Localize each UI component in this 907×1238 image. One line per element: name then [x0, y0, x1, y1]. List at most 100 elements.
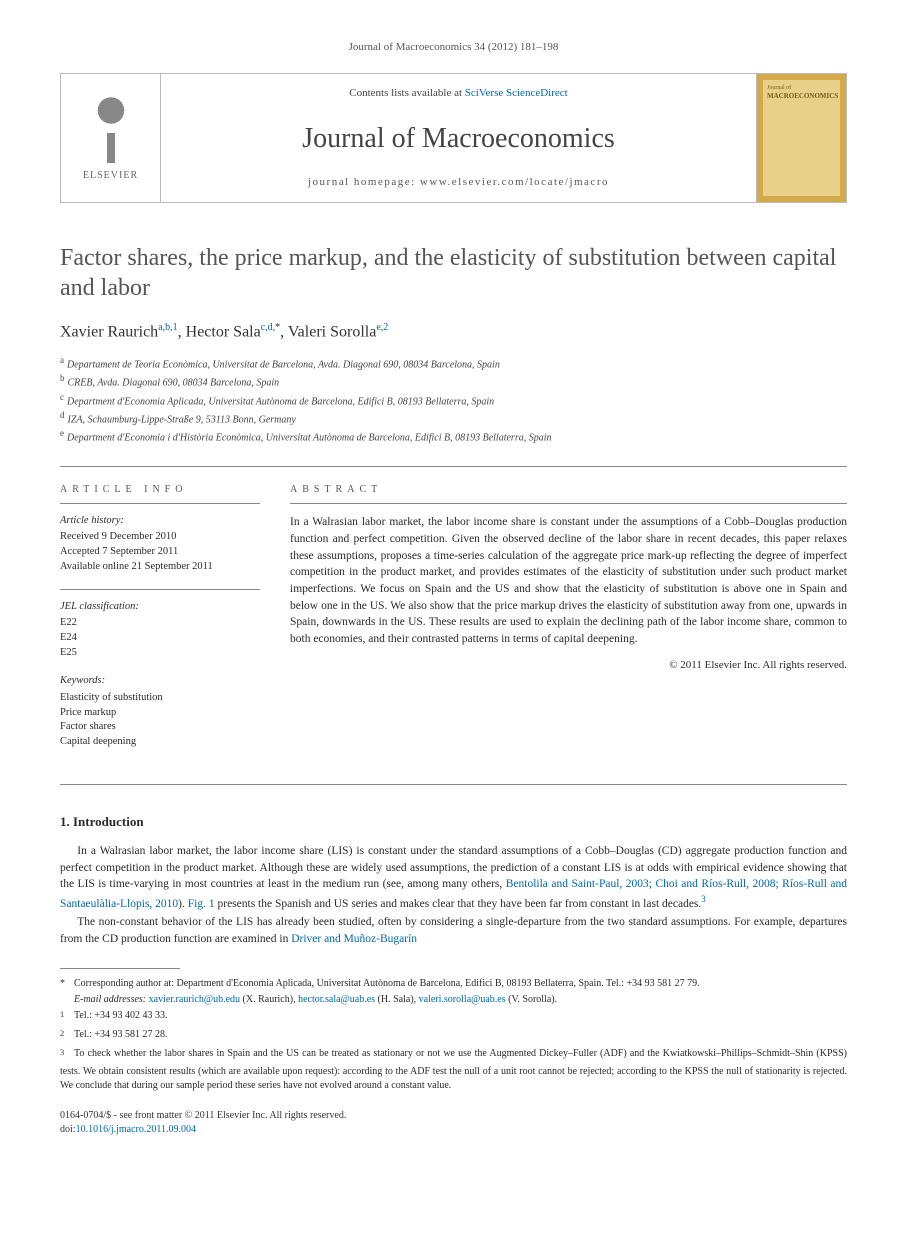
author-3-name: Valeri Sorolla	[288, 324, 376, 341]
fn3-sup: 3	[60, 1048, 64, 1057]
history-line: Received 9 December 2010	[60, 530, 260, 545]
keyword: Price markup	[60, 706, 260, 721]
keywords-label: Keywords:	[60, 674, 260, 689]
intro-paragraph-1: In a Walrasian labor market, the labor i…	[60, 843, 847, 913]
journal-name: Journal of Macroeconomics	[302, 119, 615, 158]
history-line: Available online 21 September 2011	[60, 560, 260, 575]
aff-text: Departament de Teoria Econòmica, Univers…	[67, 359, 500, 370]
fn-marker-3: 3	[60, 1047, 74, 1064]
footnote-ref-3[interactable]: 3	[701, 894, 706, 904]
email-who: (H. Sala),	[378, 994, 417, 1005]
author-2-name: Hector Sala	[186, 324, 261, 341]
affiliation-a: aDepartament de Teoria Econòmica, Univer…	[60, 354, 847, 372]
email-link[interactable]: hector.sala@uab.es	[298, 994, 375, 1005]
footnote-rule	[60, 968, 180, 969]
citation-link[interactable]: Driver and Muñoz-Bugarín	[291, 933, 417, 945]
affiliation-e: eDepartment d'Economia i d'Història Econ…	[60, 427, 847, 445]
author-3-aff[interactable]: e,2	[376, 322, 388, 333]
jel-code: E25	[60, 646, 260, 661]
affiliation-list: aDepartament de Teoria Econòmica, Univer…	[60, 354, 847, 446]
email-link[interactable]: valeri.sorolla@uab.es	[419, 994, 506, 1005]
p1-text-c: presents the Spanish and US series and m…	[215, 898, 702, 910]
fn3-text: To check whether the labor shares in Spa…	[60, 1048, 847, 1090]
footnote-2: 2 Tel.: +34 93 581 27 28.	[60, 1028, 847, 1045]
abstract-heading: ABSTRACT	[290, 483, 847, 505]
author-2-aff[interactable]: c,d,	[261, 322, 275, 333]
journal-masthead: ELSEVIER Contents lists available at Sci…	[60, 73, 847, 203]
aff-sup: d	[60, 410, 65, 420]
abstract-text: In a Walrasian labor market, the labor i…	[290, 514, 847, 647]
aff-text: CREB, Avda. Diagonal 690, 08034 Barcelon…	[68, 378, 280, 389]
keyword: Capital deepening	[60, 735, 260, 750]
author-sep: ,	[280, 324, 288, 341]
fn1-sup: 1	[60, 1010, 64, 1019]
fn1-text: Tel.: +34 93 402 43 33.	[74, 1010, 168, 1021]
footnote-3: 3To check whether the labor shares in Sp…	[60, 1047, 847, 1092]
fn-marker-1: 1	[60, 1009, 74, 1026]
fn-marker-star: *	[60, 977, 74, 991]
author-list: Xavier Rauricha,b,1, Hector Salac,d,*, V…	[60, 321, 847, 344]
fn2-text: Tel.: +34 93 581 27 28.	[74, 1029, 168, 1040]
corr-text: Corresponding author at: Department d'Ec…	[74, 978, 700, 989]
info-divider	[60, 589, 260, 590]
contents-available-line: Contents lists available at SciVerse Sci…	[349, 86, 567, 101]
fn2-sup: 2	[60, 1029, 64, 1038]
journal-homepage-line: journal homepage: www.elsevier.com/locat…	[308, 175, 609, 190]
divider-rule	[60, 784, 847, 785]
publisher-name: ELSEVIER	[83, 169, 138, 183]
jel-label: JEL classification:	[60, 600, 260, 615]
masthead-center: Contents lists available at SciVerse Sci…	[161, 74, 756, 202]
email-label: E-mail addresses:	[74, 994, 146, 1005]
p2-text-a: The non-constant behavior of the LIS has…	[60, 916, 847, 945]
email-who: (X. Raurich),	[243, 994, 296, 1005]
section-1-heading: 1. Introduction	[60, 813, 847, 831]
author-1-aff[interactable]: a,b,1	[158, 322, 177, 333]
divider-rule	[60, 466, 847, 467]
sciencedirect-link[interactable]: SciVerse ScienceDirect	[465, 87, 568, 99]
email-who: (V. Sorolla).	[508, 994, 557, 1005]
corresponding-author-note: *Corresponding author at: Department d'E…	[60, 977, 847, 991]
affiliation-c: cDepartment d'Economia Aplicada, Univers…	[60, 391, 847, 409]
doi-line: doi:10.1016/j.jmacro.2011.09.004	[60, 1123, 847, 1137]
article-title: Factor shares, the price markup, and the…	[60, 243, 847, 303]
journal-cover-thumbnail: Journal of MACROECONOMICS	[756, 74, 846, 202]
fn-marker-2: 2	[60, 1028, 74, 1045]
intro-paragraph-2: The non-constant behavior of the LIS has…	[60, 914, 847, 947]
figure-link[interactable]: Fig. 1	[188, 898, 215, 910]
history-label: Article history:	[60, 514, 260, 529]
email-link[interactable]: xavier.raurich@ub.edu	[149, 994, 240, 1005]
aff-sup: a	[60, 355, 64, 365]
doi-label: doi:	[60, 1124, 76, 1135]
cover-journal-name: MACROECONOMICS	[767, 93, 836, 101]
aff-text: IZA, Schaumburg-Lippe-Straße 9, 53113 Bo…	[68, 414, 296, 425]
contents-prefix: Contents lists available at	[349, 87, 464, 99]
affiliation-b: bCREB, Avda. Diagonal 690, 08034 Barcelo…	[60, 372, 847, 390]
doi-link[interactable]: 10.1016/j.jmacro.2011.09.004	[76, 1124, 196, 1135]
article-info-column: ARTICLE INFO Article history: Received 9…	[60, 483, 260, 764]
article-info-heading: ARTICLE INFO	[60, 483, 260, 504]
aff-sup: b	[60, 373, 65, 383]
aff-text: Department d'Economia Aplicada, Universi…	[67, 396, 494, 407]
jel-code: E24	[60, 631, 260, 646]
info-abstract-row: ARTICLE INFO Article history: Received 9…	[60, 483, 847, 764]
elsevier-logo: ELSEVIER	[61, 74, 161, 202]
aff-sup: c	[60, 392, 64, 402]
p1-text-b: ).	[178, 898, 188, 910]
bottom-matter: 0164-0704/$ - see front matter © 2011 El…	[60, 1109, 847, 1137]
history-line: Accepted 7 September 2011	[60, 545, 260, 560]
author-1-name: Xavier Raurich	[60, 324, 158, 341]
footnote-1: 1 Tel.: +34 93 402 43 33.	[60, 1009, 847, 1026]
keywords-block: Keywords: Elasticity of substitution Pri…	[60, 674, 260, 749]
aff-sup: e	[60, 428, 64, 438]
email-addresses-line: E-mail addresses: xavier.raurich@ub.edu …	[60, 993, 847, 1007]
elsevier-tree-icon	[81, 93, 141, 163]
jel-block: JEL classification: E22 E24 E25	[60, 600, 260, 661]
cover-inner: Journal of MACROECONOMICS	[763, 80, 840, 196]
keyword: Elasticity of substitution	[60, 691, 260, 706]
author-sep: ,	[178, 324, 186, 341]
aff-text: Department d'Economia i d'Història Econò…	[67, 433, 552, 444]
jel-code: E22	[60, 616, 260, 631]
article-history-block: Article history: Received 9 December 201…	[60, 514, 260, 575]
running-header: Journal of Macroeconomics 34 (2012) 181–…	[60, 40, 847, 55]
keyword: Factor shares	[60, 720, 260, 735]
